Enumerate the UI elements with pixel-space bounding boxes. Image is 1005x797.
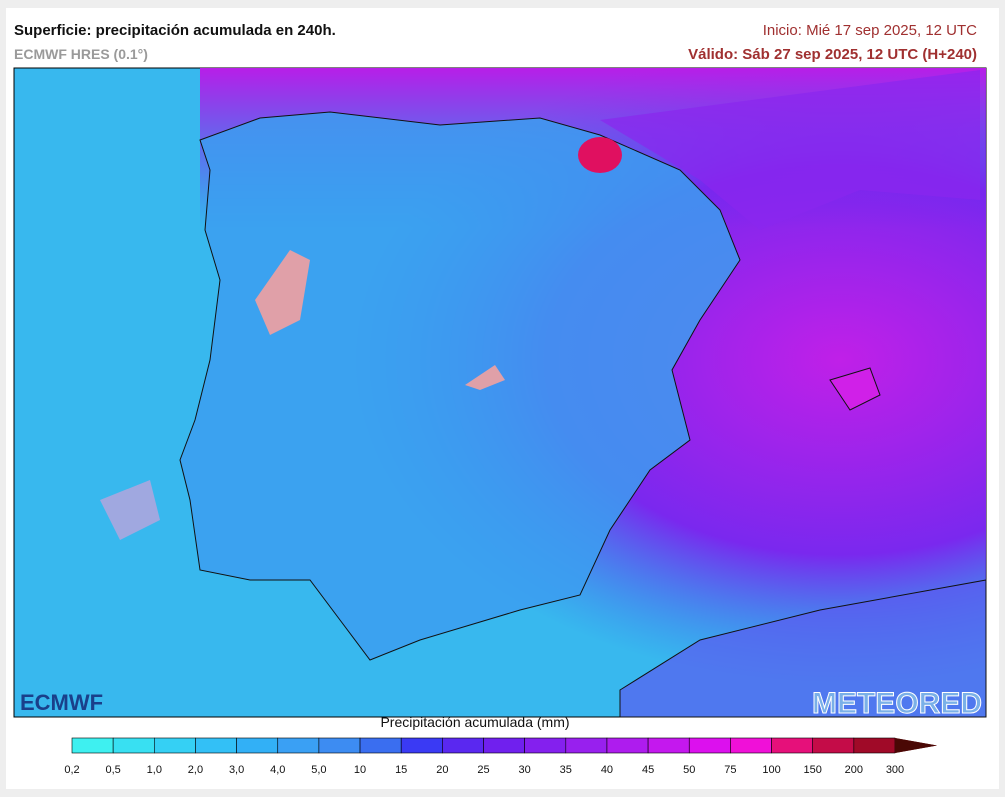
colorbar-segment	[853, 737, 896, 754]
colorbar-segment	[359, 737, 402, 754]
colorbar-segment	[195, 737, 237, 754]
logo-ecmwf: ECMWF	[20, 690, 103, 715]
logo-meteored: METEORED	[812, 687, 982, 720]
colorbar-label: 1,0	[147, 764, 162, 776]
colorbar-label: 4,0	[270, 764, 285, 776]
colorbar-label: 3,0	[229, 764, 244, 776]
start-time: Inicio: Mié 17 sep 2025, 12 UTC	[762, 22, 977, 39]
colorbar-segment	[565, 737, 608, 754]
colorbar-arrow	[895, 738, 937, 753]
colorbar: 0,2 0,5 1,0 2,0 3,0 4,0 5,0 10 15 20 25 30 35 40 45 50 7…	[64, 737, 937, 776]
colorbar-label: 150	[804, 764, 822, 776]
colorbar-label: 5,0	[311, 764, 326, 776]
colorbar-segment	[812, 737, 855, 754]
colorbar-segment	[688, 737, 731, 754]
africa-land	[619, 579, 987, 718]
colorbar-segment	[483, 737, 525, 754]
model: ECMWF HRES (0.1°)	[14, 46, 148, 62]
colorbar-segment	[236, 737, 279, 754]
colorbar-label: 300	[886, 764, 904, 776]
colorbar-segment	[277, 737, 320, 754]
colorbar-label: 30	[519, 764, 531, 776]
colorbar-label: 20	[436, 764, 448, 776]
colorbar-segment	[400, 737, 443, 754]
colorbar-segment	[606, 737, 649, 754]
colorbar-segment	[112, 737, 155, 754]
dry-zone	[465, 365, 505, 390]
colorbar-label: 35	[560, 764, 572, 776]
mallorca	[829, 367, 881, 411]
colorbar-label: 25	[477, 764, 489, 776]
colorbar-segment	[318, 737, 361, 754]
sea-patch	[100, 480, 160, 540]
colorbar-segment	[442, 737, 484, 754]
colorbar-label: 15	[395, 764, 407, 776]
colorbar-label: 10	[354, 764, 366, 776]
title: Superficie: precipitación acumulada en 2…	[14, 22, 336, 39]
colorbar-segment	[647, 737, 690, 754]
colorbar-label: 0,2	[64, 764, 79, 776]
colorbar-label: 200	[845, 764, 863, 776]
colorbar-label: 50	[683, 764, 695, 776]
legend-title: Precipitación acumulada (mm)	[380, 714, 569, 730]
colorbar-segment	[771, 737, 813, 754]
valid-time: Válido: Sáb 27 sep 2025, 12 UTC (H+240)	[688, 46, 977, 63]
france-land	[600, 70, 980, 230]
colorbar-label: 2,0	[188, 764, 203, 776]
colorbar-segment	[524, 737, 567, 754]
iberia-land	[179, 111, 741, 661]
colorbar-segment	[71, 737, 114, 754]
max-precip	[578, 137, 622, 173]
colorbar-label: 45	[642, 764, 654, 776]
colorbar-label: 100	[762, 764, 780, 776]
colorbar-segment	[154, 737, 196, 754]
colorbar-label: 40	[601, 764, 613, 776]
colorbar-label: 75	[724, 764, 736, 776]
dry-zone	[255, 250, 310, 335]
colorbar-segment	[730, 737, 772, 754]
colorbar-label: 0,5	[106, 764, 121, 776]
